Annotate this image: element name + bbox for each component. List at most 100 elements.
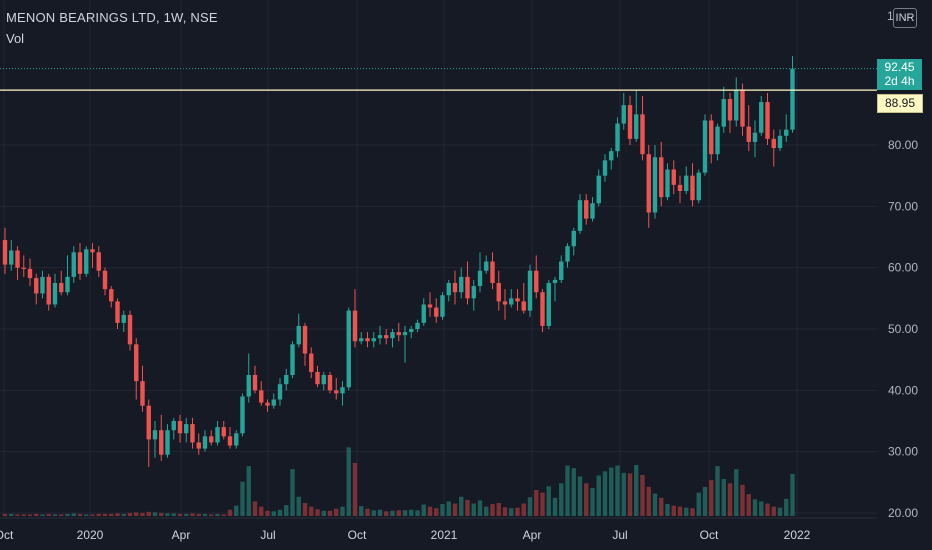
candle-body [690,175,695,201]
candle-body [784,129,789,136]
volume-bar [534,490,539,516]
volume-bar [509,508,514,516]
volume-bar [752,499,758,516]
candle-body [577,200,583,231]
candle-body [677,184,683,191]
candle-body [252,375,258,391]
volume-bar [415,510,420,516]
candle-body [546,283,551,326]
candle-body [290,344,295,375]
volume-bar [627,473,633,516]
candle-body [446,283,451,296]
candle-body [390,332,395,339]
grid-lines [0,0,877,519]
price-candles [2,56,795,467]
candle-body [627,105,633,139]
candle-body [134,344,139,382]
volume-bar [590,487,595,516]
time-axis[interactable]: Oct 2020 Apr Jul Oct 2021 Apr Jul Oct 2022 [0,528,811,542]
volume-bar [221,514,226,516]
candle-body [240,396,245,434]
candle-body [159,430,164,455]
y-tick-label: 70.00 [888,199,918,213]
volume-bar [327,510,333,516]
candle-body [215,427,220,443]
volume-bar [746,494,751,516]
candle-body [121,314,126,323]
currency-prefix: 1 [887,9,894,23]
volume-bar [465,499,470,516]
volume-bar [409,509,414,516]
candle-body [721,99,726,127]
candle-body [609,151,614,161]
candle-body [515,298,520,302]
x-tick-label: 2020 [77,528,104,542]
candle-body [596,175,601,204]
candle-body [421,304,426,323]
candle-body [702,120,708,173]
candle-body [534,270,539,293]
candle-body [227,436,233,446]
volume-label: Vol [6,31,25,46]
volume-bar [77,513,83,516]
candle-body [502,301,508,305]
volume-bar [184,513,189,516]
candle-body [509,298,514,305]
candle-body [9,250,14,265]
volume-bar [21,514,26,516]
candle-body [477,270,483,287]
volume-bar [290,469,295,516]
volume-bar [640,474,645,516]
volume-bar [784,498,789,516]
candle-body [77,252,83,274]
candle-body [109,289,114,302]
volume-bar [727,483,733,516]
candle-body [652,157,658,213]
volume-bar [490,504,495,516]
volume-bar [71,513,76,516]
volume-bar [552,497,558,516]
volume-bar [65,513,70,516]
candle-body [696,172,701,201]
currency-button[interactable]: INR [893,8,917,28]
volume-bar [15,514,20,516]
last-price-value: 92.45 [884,60,915,74]
candle-body [302,325,308,354]
candle-body [196,442,201,449]
volume-bar [671,505,676,516]
candle-body [2,240,8,265]
volume-bar [27,514,33,516]
volume-bar [52,514,58,516]
volume-bar [765,503,770,516]
candle-body [571,230,576,247]
candle-body [727,99,733,121]
candle-body [46,276,51,305]
candle-body [602,160,608,176]
candle-body [371,338,376,342]
volume-bar [559,483,564,516]
volume-bar [440,504,445,516]
price-axis[interactable]: 20.00 30.00 40.00 50.00 60.00 70.00 80.00 [888,138,918,520]
volume-bar [321,510,326,516]
volume-bar [365,508,370,516]
candle-body [396,332,401,336]
volume-bar [427,506,433,516]
volume-bar [540,492,545,516]
volume-bar [452,503,458,516]
candle-body [659,157,664,198]
candle-body [615,123,620,152]
candle-body [527,270,533,311]
volume-bar [609,467,614,516]
candle-body [452,283,458,293]
horizontal-level-tag[interactable]: 88.95 [877,94,923,113]
volume-bar [502,507,508,516]
candle-body [684,175,689,191]
candle-body [440,295,445,317]
y-tick-label: 60.00 [888,261,918,275]
volume-bar [240,481,245,516]
candle-body [340,387,345,394]
candle-body [115,301,120,323]
candle-body [234,433,239,446]
x-tick-label: 2021 [431,528,458,542]
